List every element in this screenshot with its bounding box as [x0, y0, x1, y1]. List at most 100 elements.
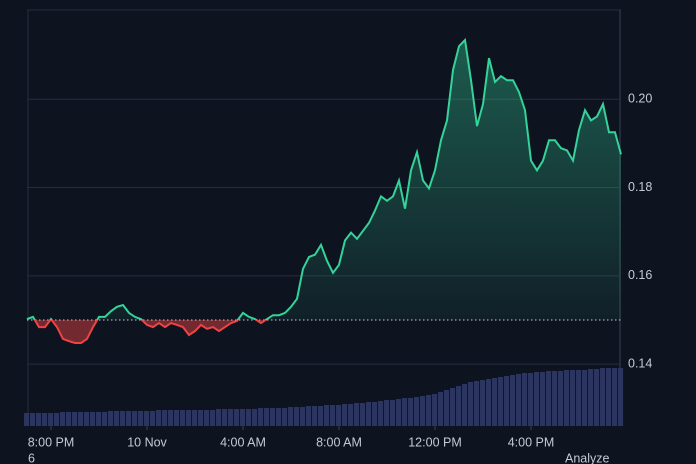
volume-bar: [30, 413, 36, 426]
volume-bar: [60, 412, 66, 426]
volume-bar: [342, 404, 348, 426]
volume-bar: [108, 411, 114, 426]
volume-bar: [570, 370, 576, 426]
y-tick-label: 0.20: [628, 92, 652, 106]
volume-bar: [402, 398, 408, 426]
volume-bar: [258, 408, 264, 426]
volume-bar: [192, 410, 198, 426]
volume-bar: [294, 407, 300, 426]
volume-bar: [480, 380, 486, 426]
volume-bar: [288, 407, 294, 426]
volume-bar: [528, 373, 534, 426]
volume-bar: [222, 409, 228, 426]
volume-bar: [600, 368, 606, 426]
volume-bar: [240, 409, 246, 426]
volume-bar: [300, 407, 306, 426]
volume-bar: [210, 410, 216, 426]
volume-bar: [540, 372, 546, 426]
analyze-button[interactable]: Analyze: [565, 451, 610, 464]
volume-bar: [180, 410, 186, 426]
volume-bar: [408, 398, 414, 426]
volume-bar: [384, 400, 390, 426]
volume-bar: [120, 411, 126, 426]
volume-bar: [54, 413, 60, 426]
volume-bar: [612, 368, 618, 426]
volume-bar: [504, 376, 510, 426]
volume-bar: [336, 405, 342, 426]
volume-bar: [324, 405, 330, 426]
volume-bar: [576, 370, 582, 426]
volume-bar: [78, 412, 84, 426]
x-tick-label: 10 Nov: [127, 435, 167, 449]
volume-bar: [42, 413, 48, 426]
volume-bar: [462, 384, 468, 426]
volume-bar: [318, 406, 324, 426]
volume-bar: [186, 410, 192, 426]
volume-bar: [312, 406, 318, 426]
area-down: [27, 320, 621, 343]
y-tick-label: 0.14: [628, 356, 652, 370]
volume-bar: [378, 401, 384, 426]
volume-bar: [564, 370, 570, 426]
volume-bar: [534, 372, 540, 426]
volume-bar: [156, 410, 162, 426]
volume-bar: [582, 370, 588, 426]
volume-bar: [492, 378, 498, 426]
volume-bar: [360, 403, 366, 426]
volume-bar: [444, 390, 450, 426]
volume-bar: [48, 413, 54, 426]
volume-bar: [588, 369, 594, 426]
footer-left: 6: [28, 451, 35, 464]
volume-bar: [168, 410, 174, 426]
volume-bar: [24, 413, 30, 426]
price-line: [26, 37, 622, 321]
volume-bar: [348, 404, 354, 426]
volume-bar: [270, 408, 276, 426]
volume-bar: [366, 402, 372, 426]
x-tick-label: 4:00 PM: [508, 435, 555, 449]
volume-bar: [558, 371, 564, 426]
y-tick-label: 0.18: [628, 180, 652, 194]
volume-bar: [474, 381, 480, 426]
volume-bar: [282, 408, 288, 426]
volume-bar: [396, 399, 402, 426]
volume-bar: [426, 395, 432, 426]
volume-bar: [522, 373, 528, 426]
volume-bar: [276, 408, 282, 426]
volume-bar: [246, 409, 252, 426]
volume-bar: [216, 409, 222, 426]
volume-bar: [132, 411, 138, 426]
x-tick-label: 8:00 PM: [28, 435, 75, 449]
volume-bar: [420, 396, 426, 426]
volume-bar: [72, 412, 78, 426]
volume-bar: [36, 413, 42, 426]
volume-bar: [174, 410, 180, 426]
volume-bar: [594, 369, 600, 426]
x-tick-label: 12:00 PM: [408, 435, 462, 449]
volume-bar: [372, 402, 378, 426]
volume-bar: [432, 394, 438, 426]
volume-bar: [198, 410, 204, 426]
volume-bar: [306, 406, 312, 426]
volume-bar: [126, 411, 132, 426]
volume-bar: [144, 411, 150, 426]
volume-bar: [162, 410, 168, 426]
volume-bar: [204, 410, 210, 426]
x-tick-label: 4:00 AM: [220, 435, 266, 449]
volume-bar: [264, 408, 270, 426]
volume-bar: [552, 371, 558, 426]
y-tick-label: 0.16: [628, 268, 652, 282]
volume-bar: [330, 405, 336, 426]
volume-bar: [252, 409, 258, 426]
volume-bar: [516, 374, 522, 426]
volume-bar: [102, 412, 108, 426]
volume-bar: [618, 368, 624, 426]
volume-bar: [390, 400, 396, 426]
volume-bar: [228, 409, 234, 426]
volume-bar: [438, 392, 444, 426]
volume-bar: [150, 411, 156, 426]
volume-bar: [84, 412, 90, 426]
volume-bar: [234, 409, 240, 426]
